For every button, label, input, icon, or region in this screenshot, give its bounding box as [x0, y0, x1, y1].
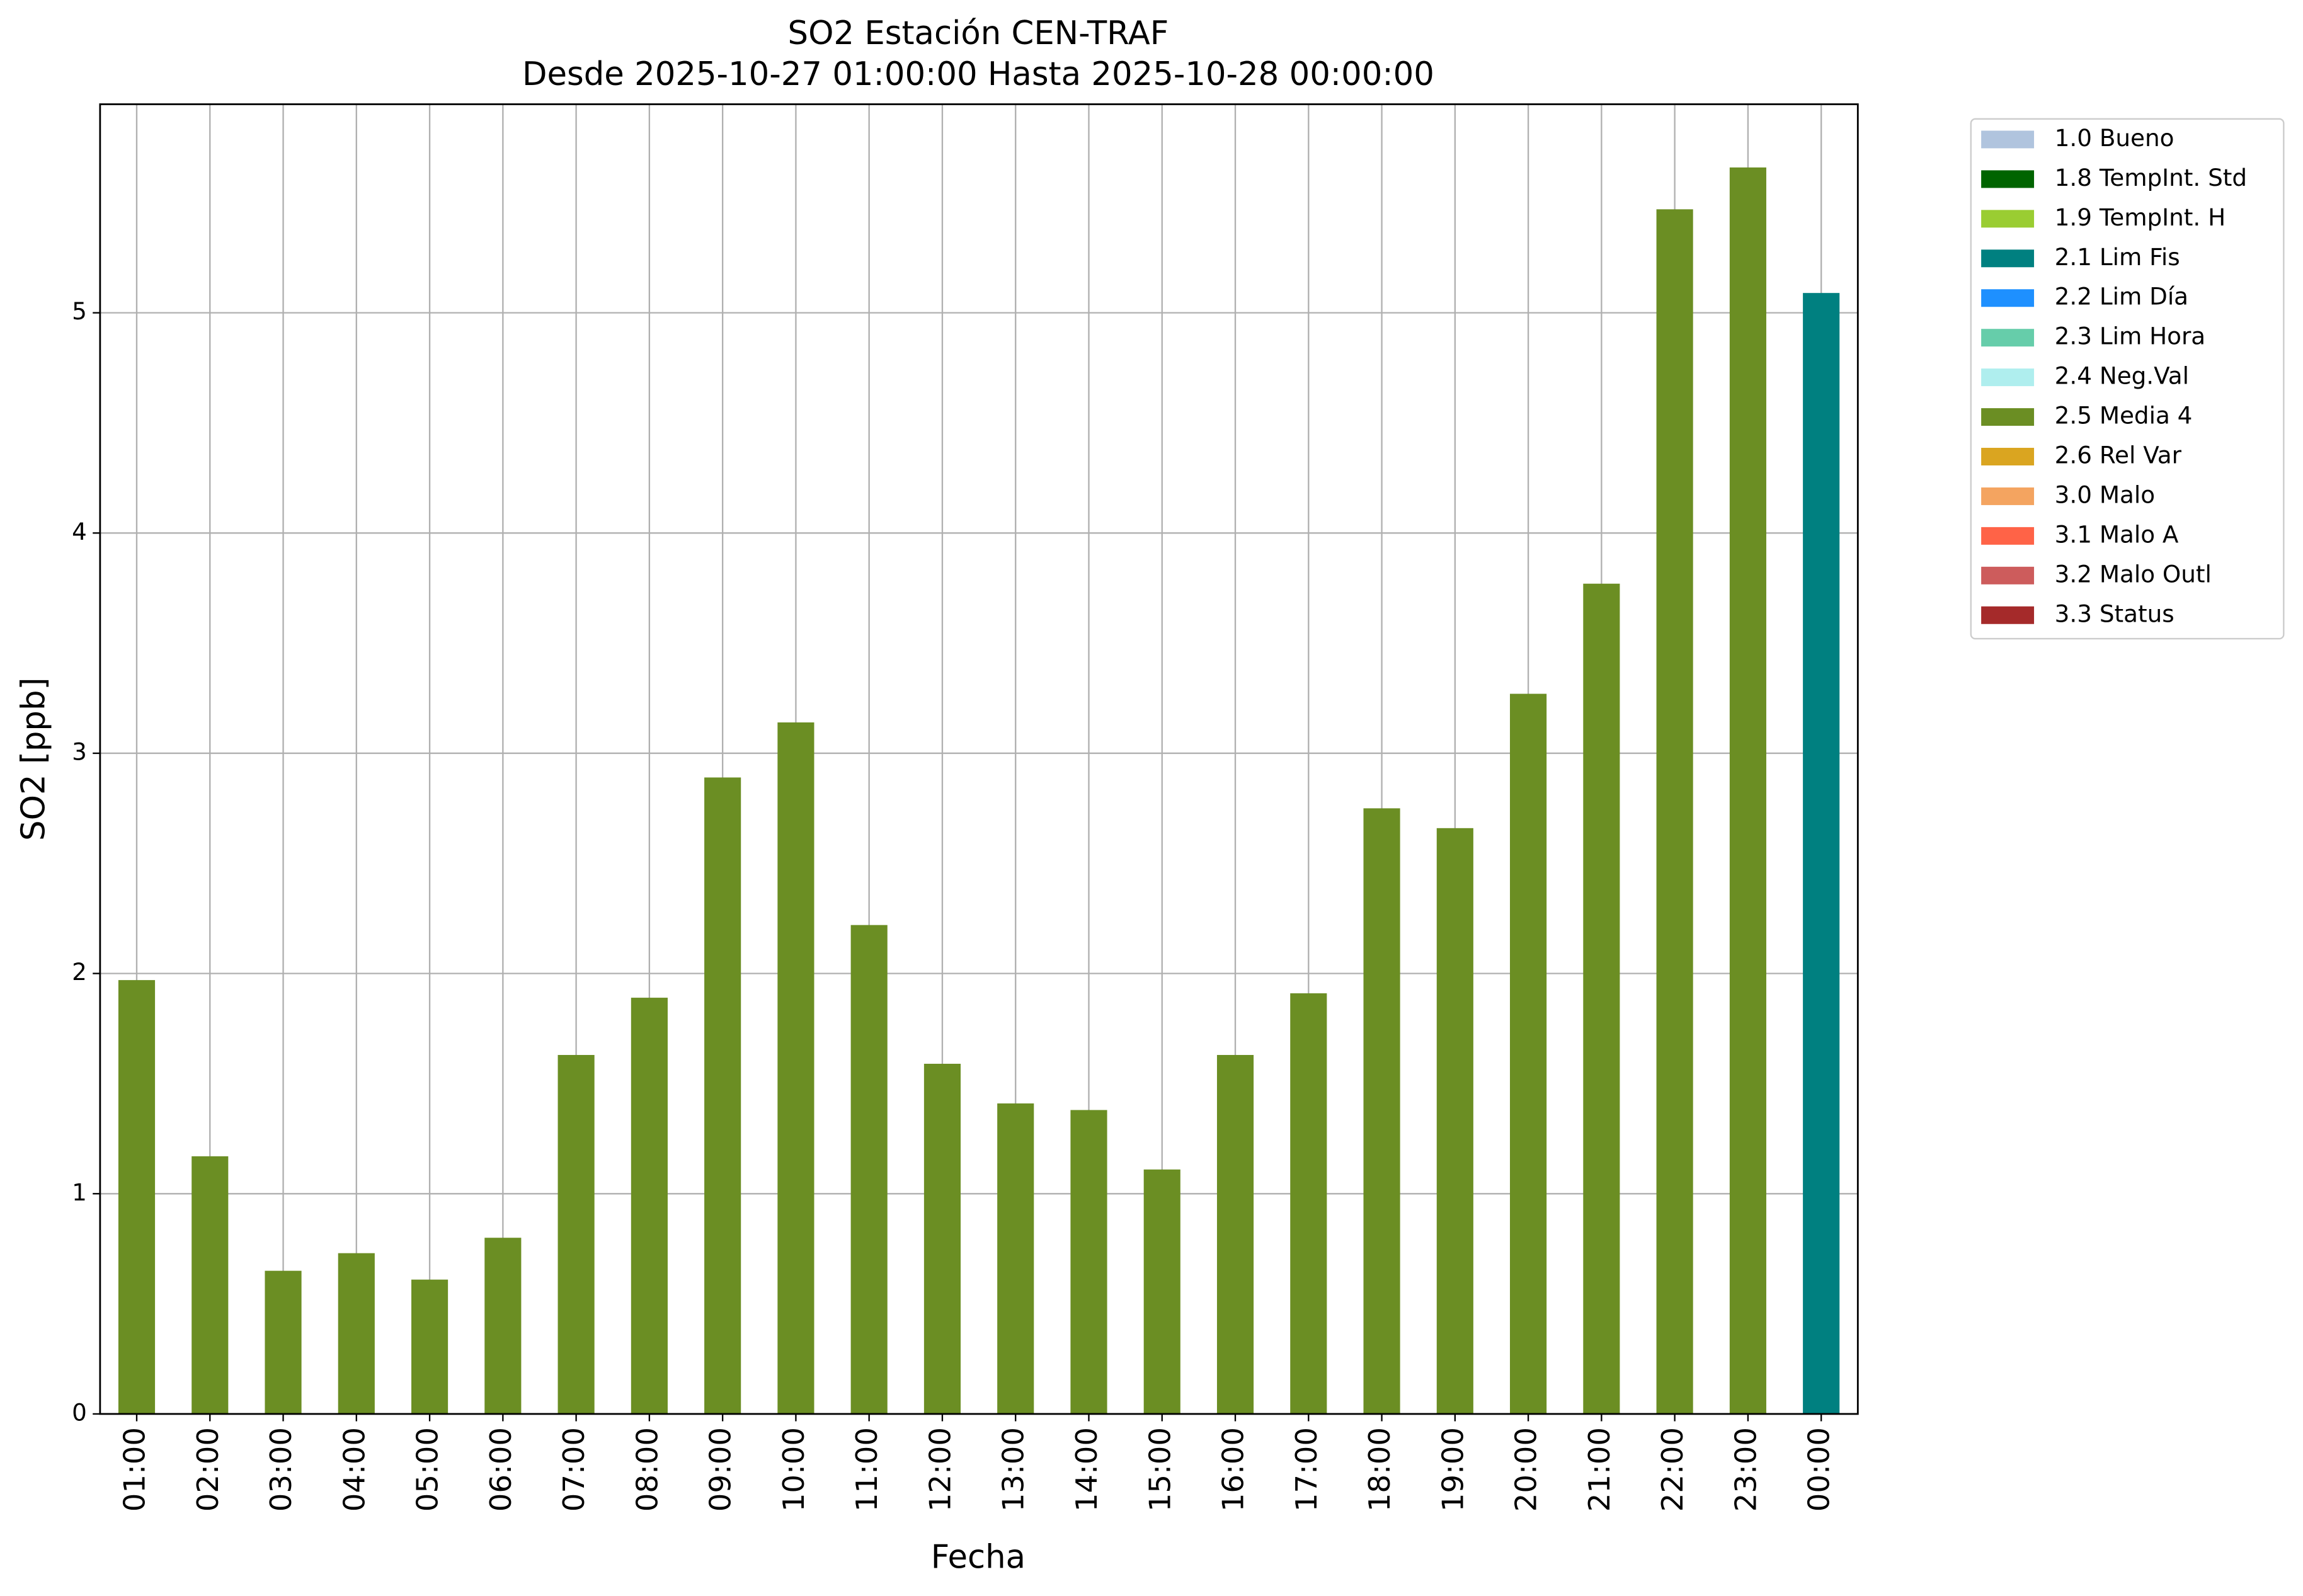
x-axis-label: Fecha — [931, 1539, 1026, 1576]
y-tick-label: 5 — [72, 297, 87, 325]
legend-swatch — [1981, 170, 2035, 188]
x-tick-label: 21:00 — [1582, 1427, 1616, 1512]
bar — [1583, 583, 1620, 1414]
bar — [484, 1238, 522, 1414]
y-tick-label: 0 — [72, 1398, 87, 1426]
legend-label: 3.2 Malo Outl — [2055, 560, 2212, 588]
legend-swatch — [1981, 566, 2035, 584]
legend-swatch — [1981, 210, 2035, 228]
bar — [704, 777, 741, 1414]
bar — [1436, 828, 1473, 1414]
legend-swatch — [1981, 368, 2035, 387]
bar — [923, 1063, 961, 1414]
y-tick-label: 1 — [72, 1178, 87, 1206]
legend-label: 2.1 Lim Fis — [2055, 243, 2180, 271]
bar — [850, 925, 888, 1414]
legend-label: 1.0 Bueno — [2055, 124, 2174, 152]
y-tick-label: 2 — [72, 958, 87, 986]
legend-label: 3.3 Status — [2055, 600, 2174, 627]
x-tick-label: 10:00 — [777, 1427, 811, 1512]
bar — [1143, 1169, 1180, 1414]
bar — [1656, 209, 1693, 1414]
x-tick-label: 12:00 — [923, 1427, 957, 1512]
x-tick-label: 14:00 — [1070, 1427, 1104, 1512]
bar — [1070, 1110, 1107, 1414]
x-tick-label: 08:00 — [630, 1427, 664, 1512]
x-tick-label: 11:00 — [850, 1427, 884, 1512]
legend-label: 2.6 Rel Var — [2055, 441, 2182, 469]
x-tick-label: 17:00 — [1289, 1427, 1323, 1512]
x-tick-label: 23:00 — [1729, 1427, 1763, 1512]
x-tick-label: 22:00 — [1655, 1427, 1689, 1512]
plot-frame — [99, 103, 1859, 1415]
bar — [191, 1156, 229, 1414]
bar — [1290, 993, 1327, 1414]
legend-swatch — [1981, 130, 2035, 149]
x-tick-label: 03:00 — [264, 1427, 298, 1512]
bar — [265, 1270, 302, 1414]
x-tick-label: 06:00 — [484, 1427, 518, 1512]
legend-swatch — [1981, 448, 2035, 465]
x-tick-label: 16:00 — [1216, 1427, 1250, 1512]
legend-swatch — [1981, 329, 2035, 347]
x-tick-label: 20:00 — [1509, 1427, 1543, 1512]
bar — [1363, 808, 1400, 1414]
x-tick-label: 18:00 — [1363, 1427, 1397, 1512]
bar — [411, 1279, 449, 1414]
y-axis-label: SO2 [ppb] — [14, 678, 52, 841]
y-tick-label: 3 — [72, 738, 87, 765]
x-tick-label: 05:00 — [411, 1427, 445, 1512]
bar — [997, 1103, 1034, 1414]
legend-box — [1970, 118, 2285, 640]
bar — [557, 1054, 595, 1414]
legend-swatch — [1981, 408, 2035, 426]
bar — [1510, 693, 1547, 1414]
x-tick-label: 00:00 — [1802, 1427, 1836, 1512]
bar — [631, 998, 668, 1414]
chart-subtitle: Desde 2025-10-27 01:00:00 Hasta 2025-10-… — [522, 55, 1434, 93]
bar — [1803, 293, 1840, 1414]
legend-label: 2.4 Neg.Val — [2055, 362, 2189, 390]
bar — [338, 1253, 375, 1414]
legend-swatch — [1981, 527, 2035, 545]
axes: 0 1 2 3 4 5 01:00 02:00 03:00 04:00 05:00 06:00 07:0… — [72, 103, 1859, 1512]
x-tick-label: 19:00 — [1436, 1427, 1470, 1512]
x-tick-label: 04:00 — [337, 1427, 371, 1512]
legend-swatch — [1981, 249, 2035, 268]
legend-label: 2.5 Media 4 — [2055, 402, 2193, 430]
bar — [1729, 167, 1766, 1414]
legend: 1.0 Bueno 1.8 TempInt. Std 1.9 TempInt. H 2… — [1970, 118, 2285, 640]
legend-label: 2.3 Lim Hora — [2055, 322, 2205, 350]
bar — [1216, 1054, 1254, 1414]
x-tick-label: 02:00 — [191, 1427, 225, 1512]
x-tick-label: 07:00 — [557, 1427, 591, 1512]
legend-label: 1.9 TempInt. H — [2055, 203, 2226, 231]
bar — [118, 980, 156, 1414]
bar — [777, 722, 814, 1414]
legend-label: 1.8 TempInt. Std — [2055, 164, 2247, 191]
x-tick-label: 15:00 — [1143, 1427, 1177, 1512]
legend-label: 3.1 Malo A — [2055, 520, 2179, 548]
x-tick-label: 01:00 — [118, 1427, 152, 1512]
bars — [118, 167, 1840, 1414]
x-tick-label: 13:00 — [997, 1427, 1031, 1512]
legend-swatch — [1981, 289, 2035, 307]
y-tick-label: 4 — [72, 518, 87, 545]
legend-label: 3.0 Malo — [2055, 481, 2155, 508]
x-tick-label: 09:00 — [704, 1427, 738, 1512]
legend-swatch — [1981, 487, 2035, 505]
legend-swatch — [1981, 606, 2035, 624]
chart-title: SO2 Estación CEN-TRAF — [788, 14, 1169, 52]
legend-label: 2.2 Lim Día — [2055, 283, 2188, 311]
